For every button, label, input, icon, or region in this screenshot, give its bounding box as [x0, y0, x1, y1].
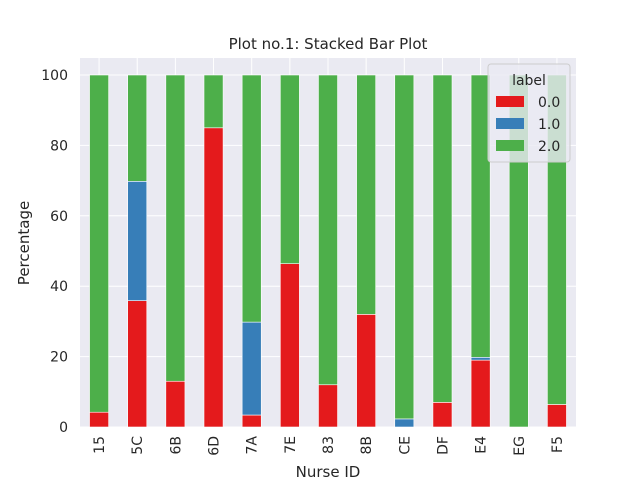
x-tick-labels: 15 5C 6B 6D 7A 7E 83 8B CE DF E4 EG F5	[92, 436, 566, 456]
bar-segment	[203, 127, 224, 428]
bar-segment	[127, 300, 148, 428]
bar-segment	[241, 321, 262, 416]
x-tick-label: EG	[512, 436, 528, 456]
chart-title: Plot no.1: Stacked Bar Plot	[229, 35, 428, 53]
legend-box	[487, 63, 571, 163]
y-tick-label: 0	[59, 420, 68, 436]
bar-segment	[280, 263, 300, 428]
x-tick-label: 8B	[359, 436, 375, 455]
bar-segment	[89, 411, 109, 428]
legend-label: 2.0	[538, 139, 560, 155]
bar-segment	[356, 74, 376, 315]
bar-segment	[165, 74, 186, 382]
x-tick-label: 6B	[168, 436, 184, 455]
x-tick-label: E4	[474, 436, 490, 454]
bar-segment	[165, 380, 186, 428]
bar-segment	[89, 74, 109, 413]
bar-segment	[127, 181, 148, 301]
legend-title: label	[512, 73, 546, 89]
bar-segment	[241, 74, 262, 323]
x-tick-label: 7A	[245, 436, 261, 455]
x-tick-label: 5C	[130, 436, 146, 455]
x-tick-label: 15	[92, 436, 108, 454]
x-tick-label: 7E	[283, 436, 299, 454]
bar-segment	[394, 418, 415, 428]
x-tick-label: 6D	[207, 436, 223, 456]
bar-segment	[241, 414, 262, 428]
legend-items: 0.0 1.0 2.0	[496, 95, 560, 155]
legend-swatch	[496, 118, 524, 129]
legend-label: 1.0	[538, 117, 560, 133]
bar-segment	[318, 74, 338, 386]
legend-label: 0.0	[538, 95, 560, 111]
bar-segment	[432, 402, 453, 428]
y-tick-label: 20	[50, 350, 68, 366]
x-tick-label: CE	[397, 436, 413, 455]
y-tick-label: 100	[41, 68, 68, 84]
y-tick-label: 60	[50, 209, 68, 225]
y-axis-label: Percentage	[15, 201, 33, 285]
x-tick-label: F5	[550, 436, 566, 453]
y-tick-labels: 0 20 40 60 80 100	[41, 68, 68, 436]
bar-segment	[470, 357, 491, 361]
bar-segment	[280, 74, 300, 264]
y-tick-label: 40	[50, 279, 68, 295]
y-tick-label: 80	[50, 138, 68, 154]
bar-segment	[318, 384, 338, 428]
bar-segment	[127, 74, 148, 182]
bar-segment	[470, 359, 491, 428]
legend-swatch	[496, 96, 524, 107]
bar-segment	[547, 404, 567, 428]
x-axis-label: Nurse ID	[296, 463, 361, 480]
x-tick-label: 83	[321, 436, 337, 454]
legend-swatch	[496, 140, 524, 151]
bar-segment	[203, 74, 224, 129]
bar-segment	[432, 74, 453, 403]
legend: label 0.0 1.0 2.0	[487, 63, 571, 163]
bar-segment	[356, 314, 376, 428]
bar-segment	[470, 74, 491, 358]
bar-segment	[394, 74, 415, 420]
x-tick-label: DF	[435, 436, 451, 455]
bars	[89, 74, 567, 428]
